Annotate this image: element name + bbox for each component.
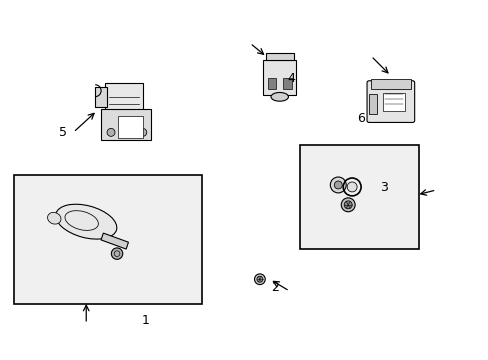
- Ellipse shape: [47, 212, 61, 224]
- Ellipse shape: [270, 93, 288, 101]
- Bar: [263, 60, 296, 95]
- Circle shape: [330, 177, 346, 193]
- Text: 4: 4: [287, 72, 295, 85]
- Bar: [14, 175, 202, 304]
- Bar: [101, 109, 150, 140]
- Text: 3: 3: [379, 181, 387, 194]
- Bar: [265, 53, 293, 60]
- Circle shape: [344, 201, 351, 209]
- Bar: [368, 94, 376, 113]
- Circle shape: [139, 129, 146, 136]
- Text: 5: 5: [59, 126, 67, 139]
- Bar: [105, 83, 142, 111]
- Circle shape: [346, 182, 356, 192]
- Text: 1: 1: [142, 314, 149, 327]
- Circle shape: [111, 248, 122, 259]
- Text: 6: 6: [356, 112, 364, 125]
- Bar: [299, 145, 418, 249]
- Circle shape: [256, 276, 263, 282]
- Polygon shape: [101, 233, 128, 249]
- Bar: [95, 87, 107, 107]
- Bar: [370, 79, 410, 89]
- Circle shape: [254, 274, 264, 285]
- Bar: [118, 117, 142, 138]
- Ellipse shape: [56, 204, 117, 239]
- Bar: [283, 78, 291, 89]
- Bar: [267, 78, 276, 89]
- Bar: [382, 93, 404, 111]
- Text: 2: 2: [270, 281, 278, 294]
- FancyBboxPatch shape: [366, 81, 414, 122]
- Circle shape: [341, 198, 354, 212]
- Circle shape: [107, 129, 115, 136]
- Circle shape: [334, 181, 342, 189]
